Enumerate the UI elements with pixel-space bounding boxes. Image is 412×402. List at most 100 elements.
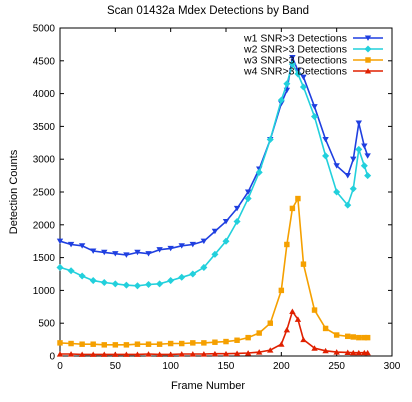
data-point [112,251,119,257]
data-point [266,136,274,144]
data-point [350,349,357,356]
data-point [78,351,86,357]
y-tick-label: 2000 [33,220,56,231]
data-point [223,338,229,345]
legend-label: w3 SNR>3 Detections [243,55,347,67]
data-point [222,350,230,357]
x-tick-label: 250 [328,361,345,372]
data-point [90,248,97,254]
series-line [60,309,368,356]
data-point [156,351,163,357]
data-point [145,341,152,347]
data-point [56,238,64,245]
chart-title: Scan 01432a Mdex Detections by Band [107,5,309,17]
series-4 [56,308,371,357]
series-line [59,195,368,346]
data-point [294,316,302,322]
data-point [289,54,296,61]
x-tick-label: 200 [273,361,290,372]
data-point [267,320,273,326]
data-point [283,80,291,88]
data-point [295,195,301,202]
data-point [283,326,291,333]
data-point [134,351,141,357]
data-point [245,334,251,341]
data-point [145,351,152,357]
data-point [345,333,351,340]
data-point [123,351,130,357]
data-point [211,250,219,258]
data-point [178,351,185,357]
data-point [167,351,174,357]
legend-marker [364,35,372,41]
data-point [322,325,329,332]
data-point [212,339,218,345]
data-point [311,345,318,351]
data-point [344,201,352,209]
data-point [200,238,208,245]
data-point [156,341,163,347]
y-tick-label: 2500 [33,188,56,199]
data-point [134,341,141,347]
data-point [277,96,285,104]
x-tick-label: 150 [218,361,235,372]
data-point [322,136,329,143]
data-point [322,152,330,160]
data-point [101,342,107,348]
data-point [179,340,185,347]
data-point [267,347,274,353]
data-point [284,241,290,248]
data-point [200,351,208,357]
data-point [67,351,75,357]
data-point [349,185,357,193]
x-axis-title: Frame Number [171,380,245,392]
data-point [123,252,130,258]
data-point [178,243,185,249]
series-line [59,54,369,256]
data-point [233,218,241,226]
data-point [167,340,174,347]
series-1 [56,54,371,258]
y-tick-label: 4500 [33,56,56,67]
data-point [256,330,262,336]
data-point [156,280,164,288]
data-point [101,249,108,256]
data-point [200,263,208,271]
series-2 [56,60,372,290]
data-point [101,351,108,357]
data-point [189,351,196,357]
data-point [289,205,296,212]
data-point [288,60,296,68]
data-point [78,243,86,249]
data-point [300,74,307,81]
data-point [145,251,152,257]
data-point [222,237,230,245]
data-point [333,349,340,355]
y-tick-label: 1500 [33,253,56,264]
plot-area: 0 50 100 150 200 250 3000500100015002000250030… [33,24,401,373]
data-point [278,287,285,294]
data-point [211,228,219,235]
data-point [123,342,130,348]
legend-marker [365,57,371,63]
data-point [100,279,108,287]
data-point [56,351,64,357]
legend-marker [364,68,372,74]
data-point [278,341,285,347]
data-point [364,349,371,356]
data-point [211,350,219,357]
y-tick-label: 1000 [33,286,56,297]
data-point [356,334,362,341]
data-point [156,247,163,253]
data-point [56,263,64,271]
data-point [90,341,96,347]
data-point [201,340,207,346]
x-tick-label: 300 [384,361,401,372]
data-point [360,162,368,170]
data-point [190,340,196,346]
data-point [78,272,86,280]
data-point [134,249,141,256]
legend-marker [364,45,372,53]
